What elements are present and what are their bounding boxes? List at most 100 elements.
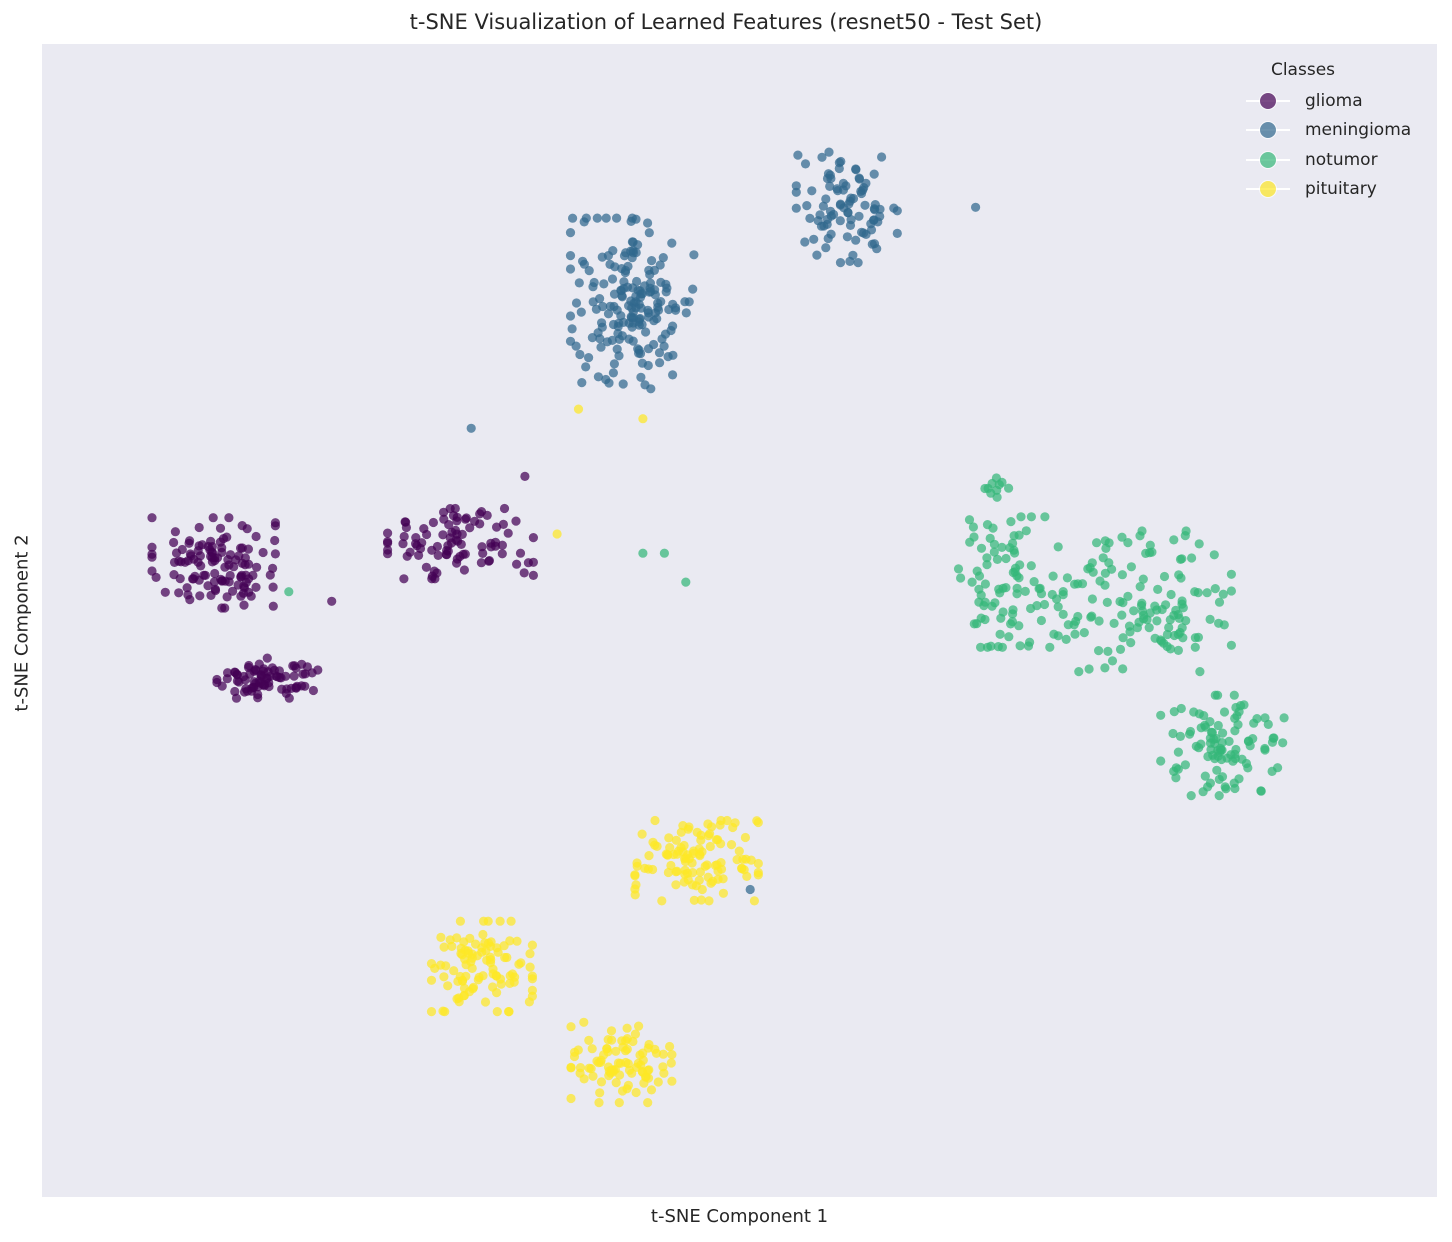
point-pituitary: [730, 818, 740, 828]
point-notumor: [1214, 618, 1224, 628]
point-meningioma: [791, 203, 801, 213]
point-notumor: [1132, 623, 1142, 633]
point-glioma: [383, 528, 393, 538]
point-notumor: [1226, 640, 1236, 650]
point-pituitary: [663, 850, 673, 860]
point-pituitary: [634, 1021, 644, 1031]
point-notumor: [1201, 722, 1211, 732]
point-notumor: [1071, 616, 1081, 627]
point-pituitary: [666, 860, 676, 871]
point-pituitary: [486, 955, 496, 965]
point-notumor: [1209, 550, 1219, 560]
point-glioma: [215, 537, 225, 547]
point-glioma: [511, 559, 522, 569]
point-meningioma: [621, 265, 631, 276]
point-meningioma: [877, 152, 887, 162]
point-notumor: [1194, 539, 1204, 549]
point-meningioma: [809, 234, 819, 244]
point-notumor: [1129, 606, 1139, 616]
point-notumor: [1226, 586, 1236, 596]
point-notumor: [980, 579, 991, 589]
point-meningioma: [823, 233, 833, 244]
point-notumor: [1070, 629, 1080, 639]
point-meningioma: [643, 218, 653, 228]
point-glioma: [284, 693, 294, 703]
point-pituitary: [584, 1063, 594, 1073]
point-meningioma: [584, 266, 594, 276]
point-meningioma: [825, 181, 835, 191]
point-meningioma: [661, 279, 671, 289]
point-glioma: [457, 529, 467, 540]
point-notumor: [1074, 667, 1084, 677]
point-glioma: [401, 517, 411, 527]
point-notumor: [1118, 633, 1128, 643]
point-glioma: [460, 549, 470, 559]
point-pituitary: [426, 975, 437, 985]
point-meningioma: [565, 311, 576, 321]
point-notumor: [976, 590, 986, 600]
point-notumor: [1243, 736, 1254, 746]
point-notumor: [1117, 570, 1127, 580]
point-pituitary: [666, 1058, 676, 1068]
point-pituitary: [527, 991, 538, 1001]
point-glioma: [170, 527, 180, 537]
point-pituitary: [514, 959, 524, 969]
point-notumor: [1021, 526, 1031, 536]
point-pituitary: [697, 884, 707, 895]
scatter-points: [147, 147, 1289, 1108]
point-pituitary: [614, 1098, 624, 1108]
point-notumor: [1053, 542, 1063, 552]
point-glioma: [169, 570, 179, 580]
point-pituitary: [705, 829, 715, 839]
point-pituitary: [638, 414, 648, 424]
point-pituitary: [705, 841, 715, 852]
point-glioma: [223, 555, 233, 565]
point-meningioma: [805, 213, 815, 223]
point-pituitary: [579, 1074, 589, 1084]
point-notumor: [968, 522, 979, 532]
point-meningioma: [870, 200, 880, 210]
point-pituitary: [621, 1057, 631, 1068]
point-notumor: [1079, 628, 1089, 638]
point-meningioma: [596, 342, 606, 352]
point-pituitary: [676, 827, 686, 837]
point-meningioma: [791, 187, 801, 197]
point-meningioma: [602, 337, 612, 347]
point-notumor: [1006, 517, 1016, 527]
point-glioma: [528, 533, 539, 543]
point-meningioma: [647, 256, 657, 266]
point-pituitary: [694, 875, 704, 885]
point-notumor: [964, 515, 975, 525]
point-notumor: [1077, 579, 1088, 589]
point-glioma: [477, 542, 487, 552]
point-notumor: [987, 478, 997, 489]
point-meningioma: [867, 239, 877, 249]
point-notumor: [1135, 582, 1145, 592]
point-notumor: [1175, 731, 1185, 742]
point-meningioma: [628, 307, 638, 317]
point-pituitary: [734, 846, 744, 856]
point-meningioma: [598, 301, 608, 312]
point-glioma: [498, 519, 508, 530]
point-pituitary: [643, 1098, 653, 1108]
point-notumor: [1205, 614, 1215, 625]
point-glioma: [255, 678, 265, 688]
point-meningioma: [624, 334, 634, 344]
point-pituitary: [525, 949, 535, 959]
legend-marker-pituitary: [1259, 180, 1277, 199]
point-glioma: [251, 582, 261, 592]
point-meningioma: [595, 294, 605, 304]
point-pituitary: [672, 849, 682, 859]
point-notumor: [1026, 561, 1036, 571]
point-notumor: [995, 588, 1005, 598]
point-glioma: [460, 514, 471, 524]
point-notumor: [992, 554, 1003, 565]
point-pituitary: [566, 1022, 576, 1032]
point-meningioma: [971, 202, 981, 212]
point-glioma: [237, 543, 247, 553]
point-notumor: [1006, 619, 1016, 629]
point-pituitary: [643, 1073, 654, 1083]
point-notumor: [1115, 644, 1126, 655]
point-pituitary: [495, 916, 505, 926]
